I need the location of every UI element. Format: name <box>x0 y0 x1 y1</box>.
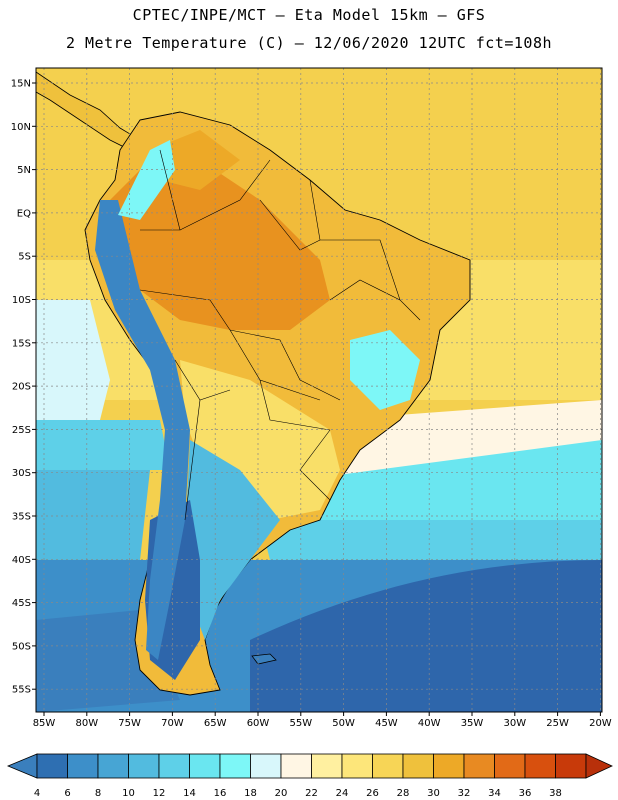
colorbar-tick-label: 8 <box>95 788 101 799</box>
falkland-islands <box>251 653 277 665</box>
colorbar-box <box>280 753 312 779</box>
argentina-cool <box>185 440 280 640</box>
colorbar-box <box>341 753 373 779</box>
ocean-atlantic-cool <box>300 440 602 540</box>
lat-label: 25S <box>12 425 31 436</box>
map-title-line2: 2 Metre Temperature (C) – 12/06/2020 12U… <box>65 34 553 52</box>
brazil-highlands-cool <box>350 330 420 410</box>
lat-label: 10S <box>12 295 31 306</box>
longitude-labels: 85W 80W 75W 70W 65W 60W 55W 50W 45W 40W 35W 30W 25W 2… <box>33 712 612 729</box>
lon-label: 70W <box>161 718 184 729</box>
colorbar-tick-label: 4 <box>34 788 40 799</box>
colorbar-box <box>463 753 495 779</box>
lat-label: 15S <box>12 338 31 349</box>
colorbar-tick-label: 24 <box>336 788 349 799</box>
lon-label: 65W <box>204 718 227 729</box>
lat-label: EQ <box>17 208 31 219</box>
lat-label: 15N <box>11 79 31 90</box>
graticule <box>36 68 602 712</box>
colorbar-tick-label: 26 <box>366 788 379 799</box>
colorbar-box <box>372 753 404 779</box>
colorbar-tick-label: 22 <box>305 788 318 799</box>
lat-label: 5S <box>18 252 31 263</box>
colorbar-tick-label: 16 <box>214 788 227 799</box>
colorbar-box <box>97 753 129 779</box>
colorbar-tick-label: 6 <box>64 788 70 799</box>
ocean-south-atlantic-cold <box>250 560 602 712</box>
ocean-pacific-cool <box>36 300 110 420</box>
colorbar-box <box>311 753 343 779</box>
lon-label: 85W <box>33 718 56 729</box>
lat-label: 20S <box>12 382 31 393</box>
colorbar-box <box>219 753 251 779</box>
lon-label: 25W <box>546 718 569 729</box>
lon-label: 35W <box>461 718 484 729</box>
colorbar-box <box>433 753 465 779</box>
lat-label: 55S <box>12 685 31 696</box>
lat-label: 50S <box>12 641 31 652</box>
latitude-labels: 15N 10N 5N EQ 5S 10S 15S 20S 25S 30S 35S 40S 45S 50S 5… <box>11 79 36 696</box>
country-borders <box>139 149 421 521</box>
lon-label: 50W <box>332 718 355 729</box>
colorbar-tick-label: 28 <box>397 788 410 799</box>
colorbar-tick-label: 36 <box>519 788 532 799</box>
map-frame <box>35 67 603 713</box>
lon-label: 60W <box>247 718 270 729</box>
lat-label: 40S <box>12 555 31 566</box>
lon-label: 20W <box>589 718 612 729</box>
colorbar-high-arrow <box>585 753 613 779</box>
lon-label: 30W <box>503 718 526 729</box>
andes-cold-strip <box>95 200 190 660</box>
colorbar-box <box>158 753 190 779</box>
ocean-pacific-mid <box>36 420 170 470</box>
lon-label: 45W <box>375 718 398 729</box>
colorbar-box <box>402 753 434 779</box>
map-field <box>36 68 602 712</box>
colorbar-tick-label: 32 <box>458 788 471 799</box>
colorbar-low-arrow <box>6 753 38 779</box>
colorbar-tick-label: 12 <box>153 788 166 799</box>
colorbar-tick-label: 34 <box>488 788 501 799</box>
colorbar-tick-label: 20 <box>275 788 288 799</box>
lat-label: 30S <box>12 468 31 479</box>
amazon-hot-zone <box>110 160 330 330</box>
colorbar-box <box>36 753 68 779</box>
colorbar-box <box>524 753 556 779</box>
lon-label: 55W <box>289 718 312 729</box>
lat-label: 5N <box>17 165 31 176</box>
map-title-line1: CPTEC/INPE/MCT – Eta Model 15km – GFS <box>132 6 486 24</box>
colorbar-box <box>128 753 160 779</box>
colorbar-box <box>189 753 221 779</box>
colorbar-tick-label: 38 <box>549 788 562 799</box>
lon-label: 80W <box>75 718 98 729</box>
lat-label: 35S <box>12 512 31 523</box>
lat-label: 45S <box>12 598 31 609</box>
colombian-andes-cool <box>118 140 175 220</box>
lon-label: 75W <box>118 718 141 729</box>
ocean-pacific-cold <box>36 470 150 560</box>
colorbar-box <box>555 753 587 779</box>
colorbar-box <box>250 753 282 779</box>
colorbar-tick-label: 14 <box>183 788 196 799</box>
lon-label: 40W <box>418 718 441 729</box>
colorbar-tick-label: 30 <box>427 788 440 799</box>
colorbar-box <box>67 753 99 779</box>
lat-label: 10N <box>11 122 31 133</box>
colorbar-box <box>494 753 526 779</box>
colorbar-tick-label: 10 <box>122 788 135 799</box>
colorbar-tick-label: 18 <box>244 788 257 799</box>
